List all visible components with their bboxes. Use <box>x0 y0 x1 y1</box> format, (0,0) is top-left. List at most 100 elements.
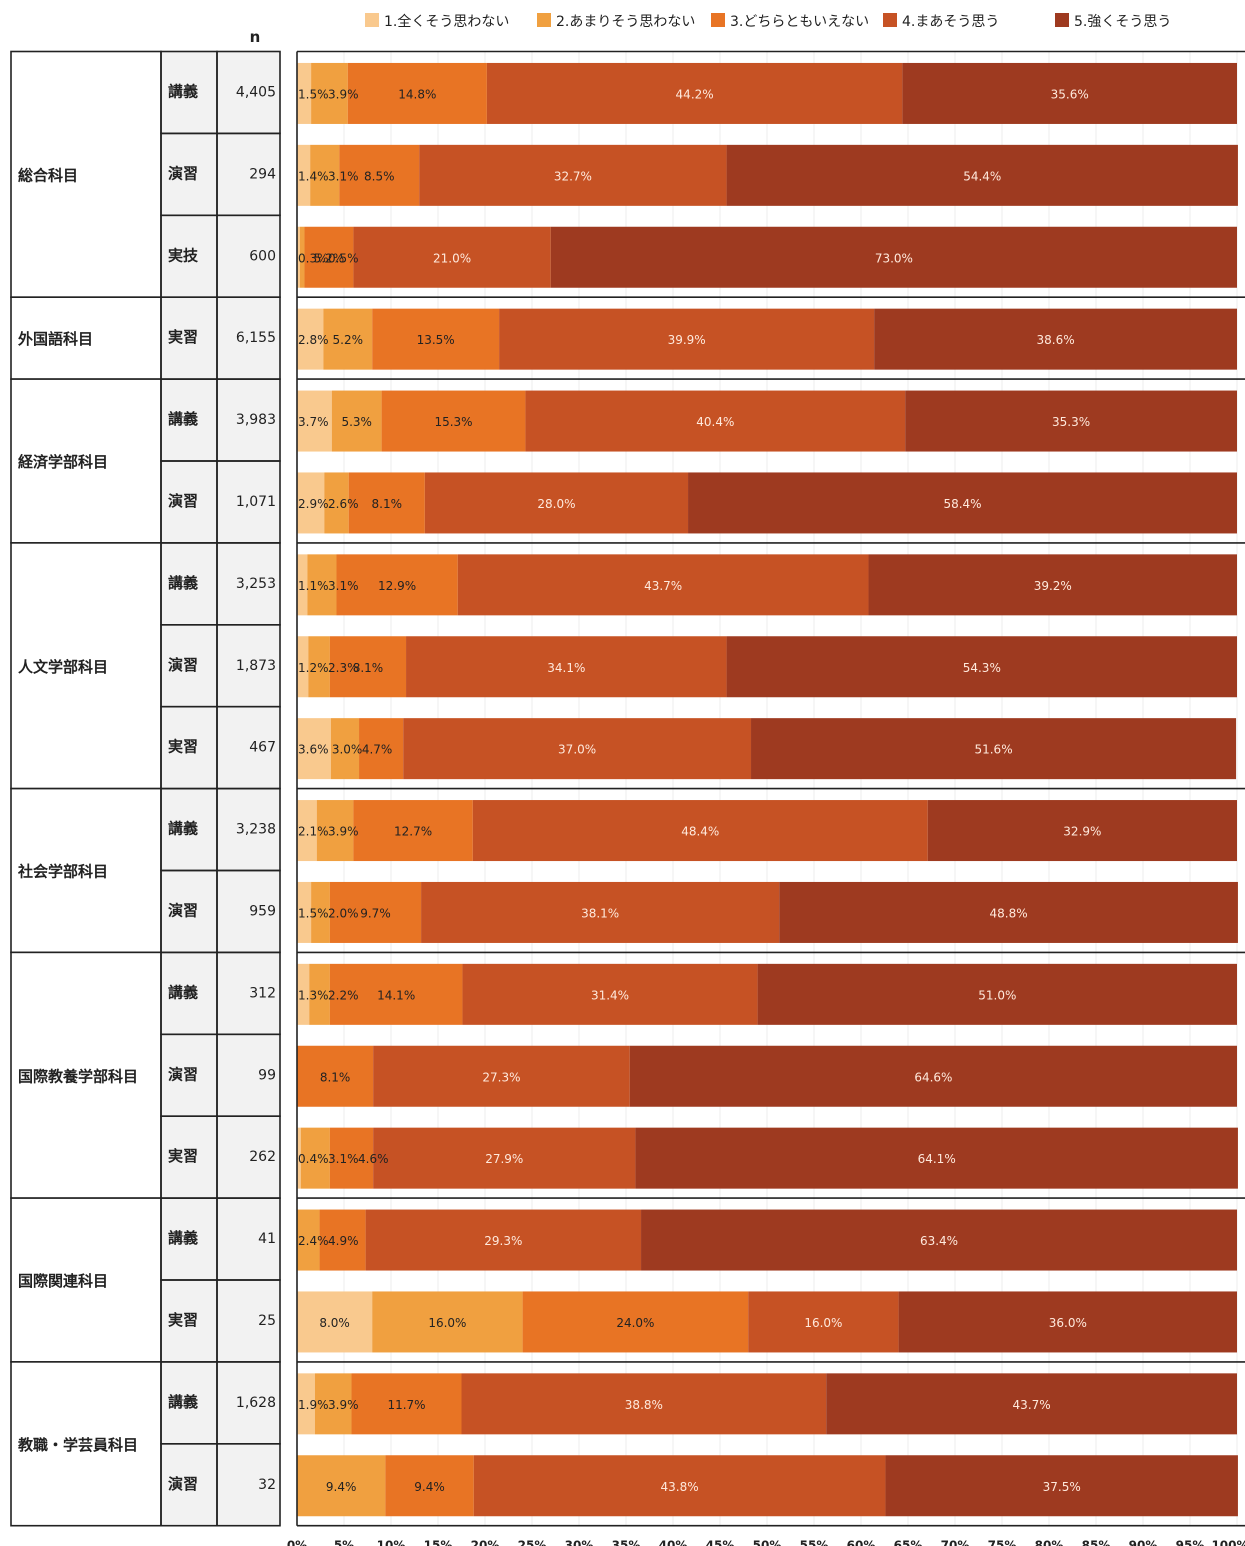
legend-swatch <box>883 13 897 27</box>
bar-value-label: 12.9% <box>378 579 416 593</box>
bar-value-label: 3.1% <box>328 1152 359 1166</box>
x-tick-label: 15% <box>424 1539 453 1546</box>
bar-value-label: 1.3% <box>298 988 329 1002</box>
bar-value-label: 64.6% <box>914 1070 952 1084</box>
bar-value-label: 39.2% <box>1034 579 1072 593</box>
bar-value-label: 40.4% <box>696 415 734 429</box>
bar-value-label: 1.5% <box>298 906 329 920</box>
x-tick-label: 95% <box>1176 1539 1205 1546</box>
n-header: n <box>250 28 261 46</box>
bar-value-label: 73.0% <box>875 251 913 265</box>
bar-value-label: 2.2% <box>328 988 359 1002</box>
legend-label: 1.全くそう思わない <box>384 13 509 30</box>
type-label: 講義 <box>168 410 198 428</box>
bar-value-label: 3.9% <box>328 1398 359 1412</box>
bar-value-label: 54.4% <box>963 169 1001 183</box>
bar-value-label: 38.1% <box>581 906 619 920</box>
bar-value-label: 9.7% <box>360 906 391 920</box>
x-tick-label: 10% <box>377 1539 406 1546</box>
bar-value-label: 38.8% <box>625 1398 663 1412</box>
bar-value-label: 1.2% <box>298 661 329 675</box>
bar-value-label: 3.1% <box>328 579 359 593</box>
bar-value-label: 5.2% <box>314 251 345 265</box>
bar-value-label: 44.2% <box>676 87 714 101</box>
bar-value-label: 13.5% <box>417 333 455 347</box>
type-label: 講義 <box>168 983 198 1001</box>
type-label: 演習 <box>168 656 198 674</box>
bar-value-label: 34.1% <box>547 661 585 675</box>
bar-value-label: 21.0% <box>433 251 471 265</box>
bar-value-label: 3.9% <box>328 87 359 101</box>
bar-value-label: 8.5% <box>364 169 395 183</box>
type-label: 講義 <box>168 574 198 592</box>
bar-value-label: 51.6% <box>974 743 1012 757</box>
type-label: 実習 <box>168 738 198 756</box>
bar-value-label: 35.6% <box>1051 87 1089 101</box>
type-label: 演習 <box>168 492 198 510</box>
legend-swatch <box>537 13 551 27</box>
category-label: 総合科目 <box>18 166 78 184</box>
bar-value-label: 0.4% <box>298 1152 329 1166</box>
x-tick-label: 0% <box>287 1539 307 1546</box>
bar-value-label: 64.1% <box>918 1152 956 1166</box>
bar-value-label: 9.4% <box>326 1480 357 1494</box>
category-label: 経済学部科目 <box>18 453 108 471</box>
bar-value-label: 43.8% <box>661 1480 699 1494</box>
n-value: 6,155 <box>236 330 276 346</box>
type-label: 実技 <box>168 246 199 264</box>
x-tick-label: 85% <box>1082 1539 1111 1546</box>
n-value: 99 <box>258 1067 276 1083</box>
bar-value-label: 35.3% <box>1052 415 1090 429</box>
type-label: 講義 <box>168 820 198 838</box>
type-label: 実習 <box>168 1147 198 1165</box>
bar-value-label: 2.1% <box>298 825 329 839</box>
n-value: 959 <box>249 904 276 920</box>
category-label: 国際関連科目 <box>18 1272 108 1290</box>
category-label: 社会学部科目 <box>17 863 108 881</box>
bar-value-label: 12.7% <box>394 825 432 839</box>
bar-value-label: 2.4% <box>298 1234 329 1248</box>
x-tick-label: 20% <box>471 1539 500 1546</box>
bar-value-label: 2.8% <box>298 333 329 347</box>
bar-value-label: 36.0% <box>1049 1316 1087 1330</box>
x-tick-label: 5% <box>334 1539 354 1546</box>
bar-value-label: 8.1% <box>320 1070 351 1084</box>
n-value: 3,253 <box>236 576 276 592</box>
legend-swatch <box>711 13 725 27</box>
n-value: 1,873 <box>236 658 276 674</box>
type-label: 講義 <box>168 1229 198 1247</box>
legend-swatch <box>365 13 379 27</box>
bar-value-label: 1.1% <box>298 579 329 593</box>
category-label: 人文学部科目 <box>18 658 108 676</box>
x-tick-label: 40% <box>659 1539 688 1546</box>
bar-value-label: 3.1% <box>328 169 359 183</box>
bar-value-label: 27.9% <box>485 1152 523 1166</box>
type-label: 講義 <box>168 1393 198 1411</box>
bar-value-label: 9.4% <box>414 1480 445 1494</box>
n-value: 294 <box>249 166 276 182</box>
type-label: 実習 <box>168 328 198 346</box>
bar-value-label: 3.0% <box>332 743 363 757</box>
type-label: 演習 <box>168 902 198 920</box>
n-value: 262 <box>249 1149 276 1165</box>
bar-value-label: 3.7% <box>298 415 329 429</box>
n-value: 32 <box>258 1477 276 1493</box>
x-tick-label: 25% <box>518 1539 547 1546</box>
n-value: 3,238 <box>236 822 276 838</box>
bar-value-label: 38.6% <box>1037 333 1075 347</box>
bar-value-label: 43.7% <box>1013 1398 1051 1412</box>
n-value: 4,405 <box>236 85 276 101</box>
type-label: 演習 <box>168 164 198 182</box>
bar-value-label: 58.4% <box>943 497 981 511</box>
bar-value-label: 1.5% <box>298 87 329 101</box>
bar-value-label: 15.3% <box>434 415 472 429</box>
bar-value-label: 5.3% <box>341 415 372 429</box>
bar-value-label: 24.0% <box>616 1316 654 1330</box>
bar-value-label: 32.9% <box>1063 825 1101 839</box>
bar-value-label: 14.1% <box>377 988 415 1002</box>
x-tick-label: 100% <box>1211 1539 1245 1546</box>
type-label: 演習 <box>168 1475 198 1493</box>
bar-value-label: 43.7% <box>644 579 682 593</box>
bar-value-label: 8.0% <box>319 1316 350 1330</box>
bar-value-label: 3.6% <box>298 743 329 757</box>
